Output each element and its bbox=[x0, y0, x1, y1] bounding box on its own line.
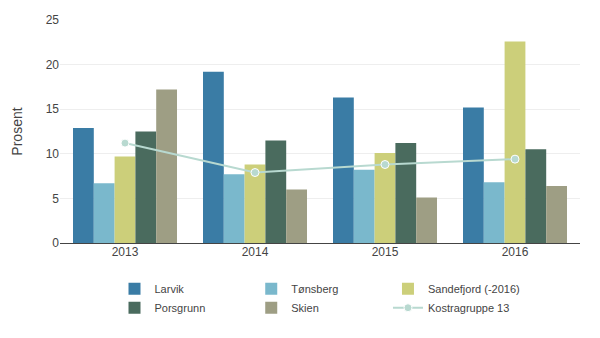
svg-text:Prosent: Prosent bbox=[9, 107, 25, 155]
svg-text:Skien: Skien bbox=[291, 302, 319, 314]
svg-text:15: 15 bbox=[46, 102, 60, 116]
svg-text:Sandefjord (-2016): Sandefjord (-2016) bbox=[428, 283, 520, 295]
svg-text:Porsgrunn: Porsgrunn bbox=[155, 302, 206, 314]
svg-text:2016: 2016 bbox=[502, 245, 529, 259]
svg-text:Larvik: Larvik bbox=[155, 283, 185, 295]
svg-text:2013: 2013 bbox=[112, 245, 139, 259]
svg-text:25: 25 bbox=[46, 13, 60, 27]
svg-text:2014: 2014 bbox=[242, 245, 269, 259]
svg-text:5: 5 bbox=[52, 192, 59, 206]
svg-text:Tønsberg: Tønsberg bbox=[291, 283, 338, 295]
svg-text:20: 20 bbox=[46, 58, 60, 72]
svg-text:0: 0 bbox=[52, 236, 59, 250]
svg-text:Kostragruppe 13: Kostragruppe 13 bbox=[428, 302, 509, 314]
svg-text:10: 10 bbox=[46, 147, 60, 161]
svg-text:2015: 2015 bbox=[372, 245, 399, 259]
